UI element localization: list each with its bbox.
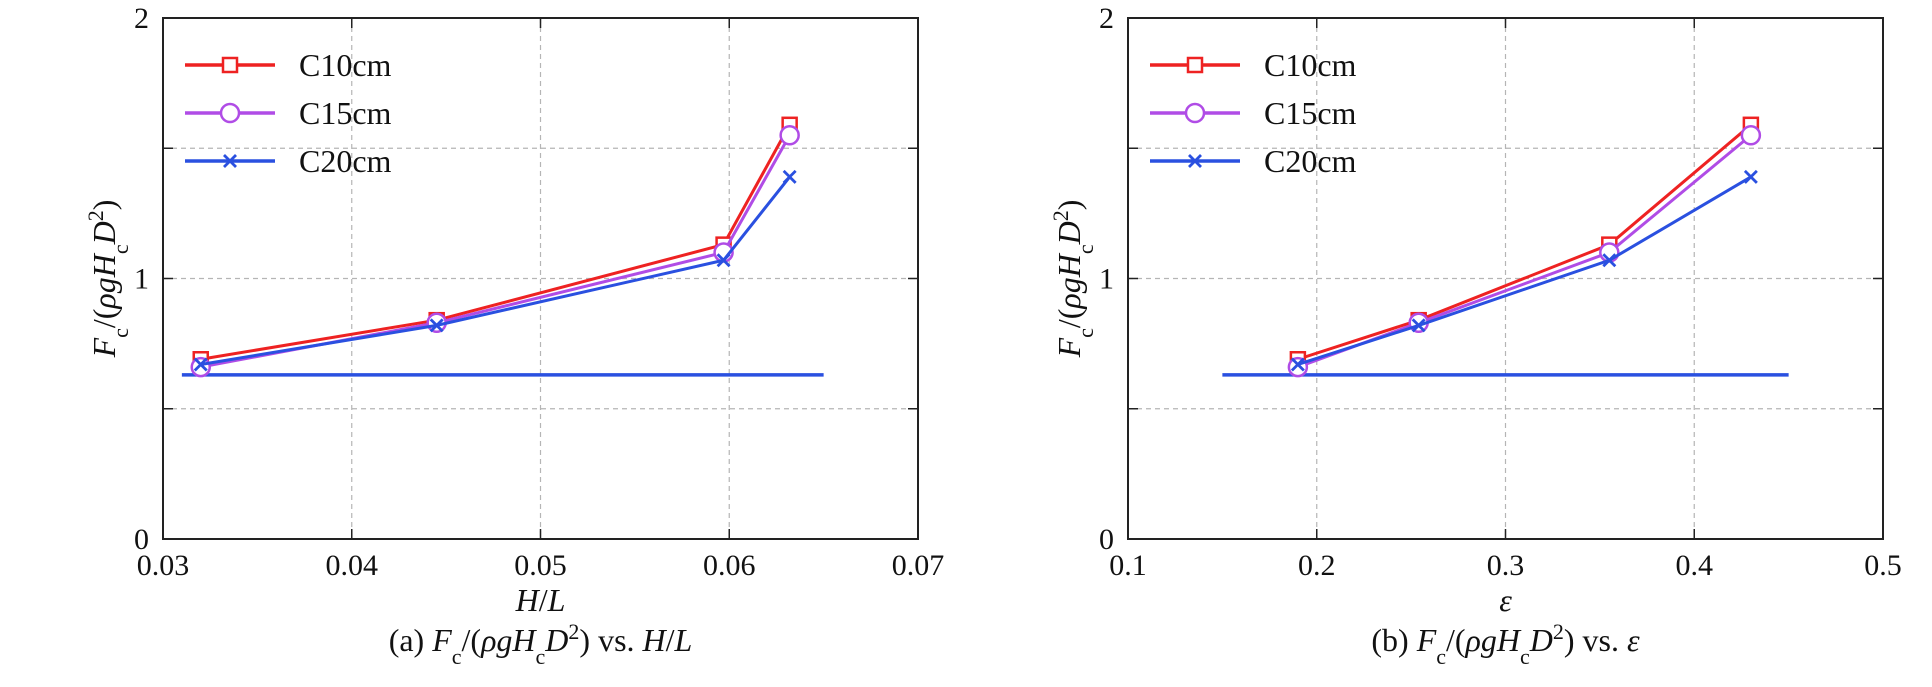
legend: C10cm C15cm C20cm bbox=[185, 47, 392, 179]
axes-box bbox=[1127, 17, 1884, 540]
data-point bbox=[429, 318, 444, 333]
data-point bbox=[716, 253, 731, 268]
legend-marker bbox=[219, 102, 241, 124]
legend-marker bbox=[223, 154, 237, 168]
data-point bbox=[1743, 169, 1758, 184]
panel-caption: (b) Fc/(ρgHcD2) vs. ε bbox=[1371, 619, 1640, 669]
panel-caption: (a) Fc/(ρgHcD2) vs. H/L bbox=[389, 619, 693, 669]
x-tick-label: 0.05 bbox=[514, 549, 567, 582]
x-tick-label: 0.03 bbox=[137, 549, 190, 582]
series-line bbox=[1297, 123, 1752, 361]
x-tick-label: 0.4 bbox=[1676, 549, 1714, 582]
data-point bbox=[779, 124, 800, 146]
x-tick-label: 0.5 bbox=[1864, 549, 1902, 582]
y-tick-label: 2 bbox=[1099, 2, 1114, 35]
legend-label: C15cm bbox=[299, 95, 392, 131]
data-point bbox=[193, 357, 208, 372]
legend-label: C10cm bbox=[1264, 47, 1357, 83]
x-axis-label: H/L bbox=[515, 582, 566, 618]
x-tick-label: 0.04 bbox=[326, 549, 379, 582]
data-point bbox=[1287, 356, 1309, 378]
series-line bbox=[1297, 175, 1752, 366]
axes-box bbox=[162, 17, 919, 540]
x-tick-label: 0.2 bbox=[1298, 549, 1336, 582]
legend: C10cm C15cm C20cm bbox=[1150, 47, 1357, 179]
data-point bbox=[1290, 357, 1305, 372]
series-line bbox=[200, 124, 791, 361]
x-tick-label: 0.07 bbox=[892, 549, 945, 582]
panel-a: 0.03 0.04 0.05 0.06 0.07 0 1 2 H/L Fc/(ρgHcD2) (a)… bbox=[83, 2, 945, 669]
legend-label: C20cm bbox=[1264, 143, 1357, 179]
data-point bbox=[1740, 124, 1762, 146]
x-tick-label: 0.06 bbox=[703, 549, 756, 582]
legend-marker bbox=[1188, 154, 1202, 168]
legend-marker bbox=[1184, 102, 1206, 124]
data-point bbox=[1411, 318, 1426, 333]
legend-label: C10cm bbox=[299, 47, 392, 83]
y-tick-label: 0 bbox=[134, 523, 149, 556]
series-c20cm bbox=[193, 169, 797, 372]
x-axis-label: ε bbox=[1499, 582, 1512, 618]
y-tick-label: 1 bbox=[1099, 263, 1114, 296]
y-tick-label: 2 bbox=[134, 2, 149, 35]
legend-marker bbox=[221, 56, 239, 74]
legend-label: C15cm bbox=[1264, 95, 1357, 131]
series-line bbox=[200, 175, 791, 366]
y-tick-label: 1 bbox=[134, 263, 149, 296]
legend-label: C20cm bbox=[299, 143, 392, 179]
y-axis-label: Fc/(ρgHcD2) bbox=[83, 200, 133, 359]
y-tick-label: 0 bbox=[1099, 523, 1114, 556]
x-tick-label: 0.3 bbox=[1487, 549, 1525, 582]
series-line bbox=[1297, 134, 1752, 369]
y-axis-label: Fc/(ρgHcD2) bbox=[1048, 200, 1098, 359]
series-c20cm bbox=[1290, 169, 1758, 372]
data-point bbox=[1602, 253, 1617, 268]
data-point bbox=[190, 356, 211, 378]
series-c10cm bbox=[192, 116, 798, 368]
data-point bbox=[782, 169, 797, 184]
panel-b: 0.1 0.2 0.3 0.4 0.5 0 1 2 ε Fc/(ρgHcD2) (b) Fc/(ρg… bbox=[1048, 2, 1902, 669]
x-tick-label: 0.1 bbox=[1109, 549, 1147, 582]
legend-marker bbox=[1186, 56, 1204, 74]
series-c15cm bbox=[190, 124, 800, 378]
series-c10cm bbox=[1289, 116, 1760, 368]
